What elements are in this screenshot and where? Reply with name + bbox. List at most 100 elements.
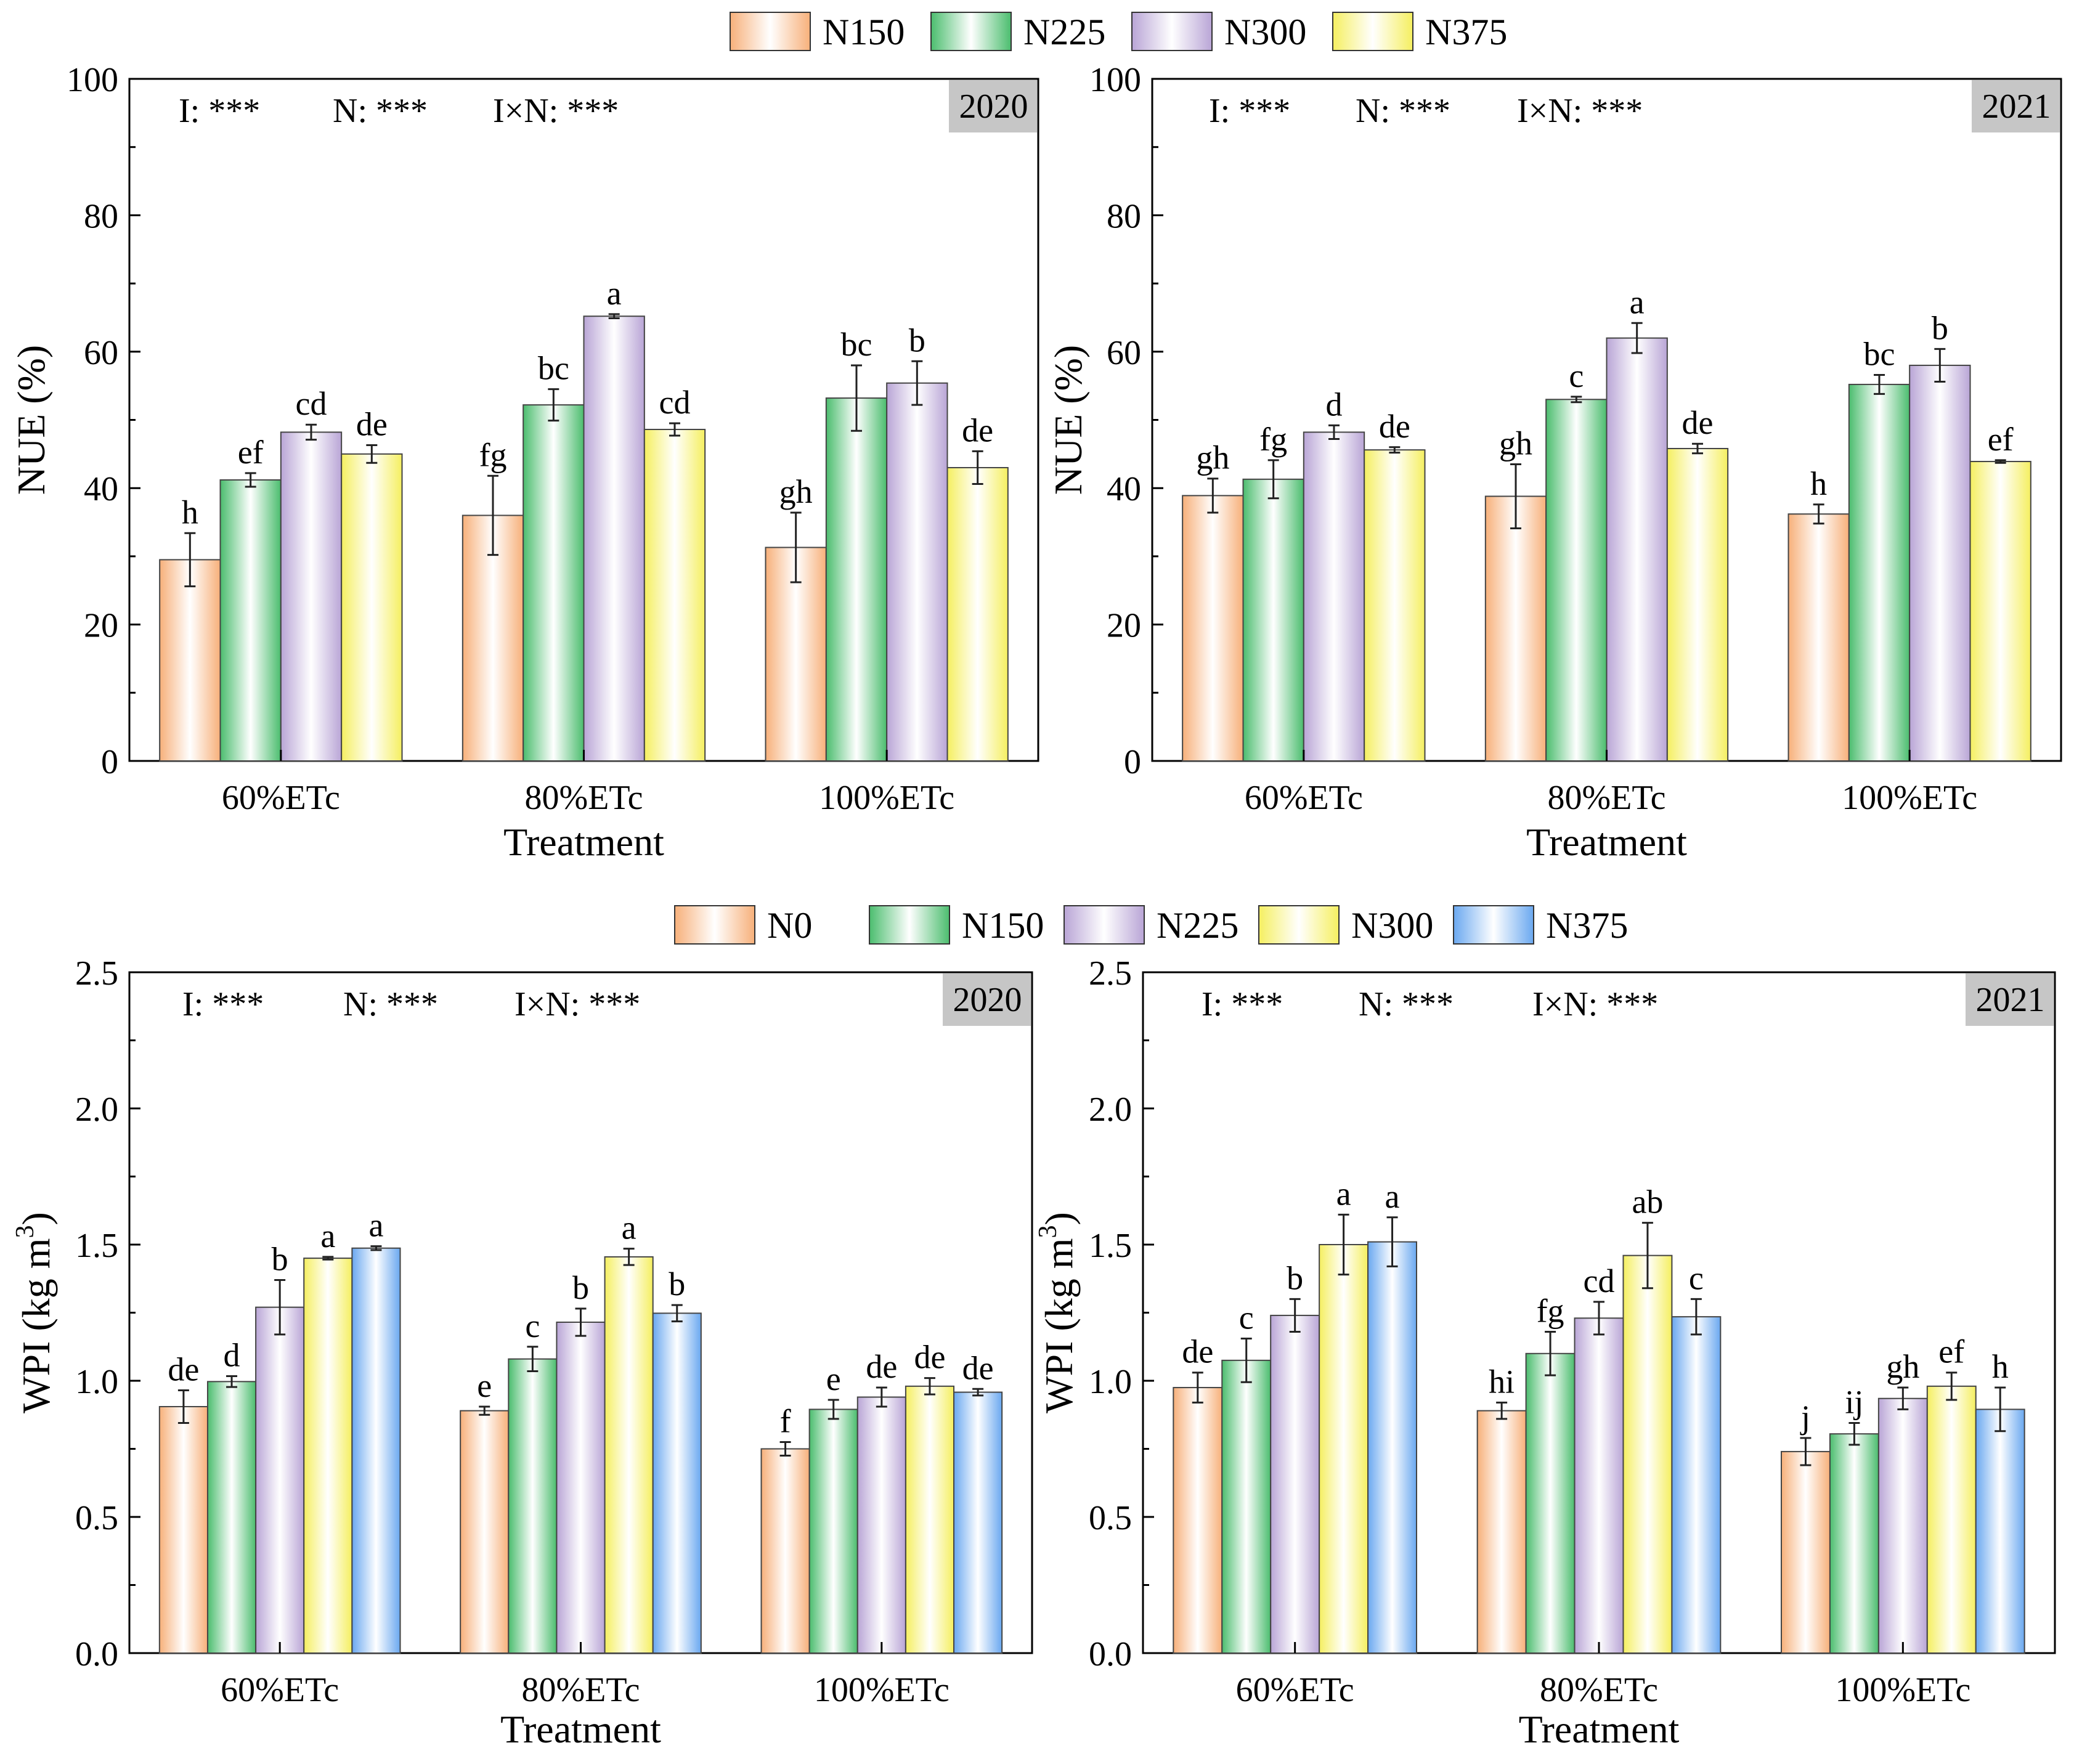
significance-letter: bc: [841, 326, 872, 363]
y-axis: 0 20 40 60 80 100: [1089, 61, 1163, 781]
significance-letter: fg: [479, 436, 507, 473]
significance-letter: ef: [1938, 1333, 1964, 1370]
bar-n225-1: [523, 404, 585, 762]
stat-annotation: I×N: ***: [514, 985, 640, 1023]
y-tick-label: 2.0: [1089, 1091, 1132, 1129]
year-badge: 2020: [943, 973, 1031, 1026]
y-tick-label: 20: [84, 607, 118, 645]
x-tick-label: 60%ETc: [1245, 779, 1363, 817]
significance-letter: cd: [659, 384, 691, 421]
bars: [158, 1245, 1003, 1654]
y-tick-label: 2.5: [1089, 954, 1132, 993]
significance-letter: de: [1682, 404, 1714, 441]
stat-annotation: N: ***: [1359, 985, 1454, 1023]
bar-n300-1: [1606, 337, 1668, 762]
bar-n300-1: [583, 315, 645, 762]
bar-n375-2: [953, 1391, 1003, 1654]
significance-letter: c: [1689, 1259, 1704, 1296]
stat-annotation: I: ***: [179, 92, 260, 130]
y-tick-label: 80: [1107, 197, 1141, 235]
x-tick-label: 60%ETc: [221, 1671, 339, 1709]
bar-n300-2: [905, 1385, 955, 1654]
bar-n300-0: [1303, 431, 1365, 762]
y-tick-label: 1.0: [75, 1363, 118, 1401]
significance-letter: j: [1800, 1399, 1810, 1436]
significance-letter: fg: [1537, 1292, 1564, 1329]
year-badge-text: 2021: [1982, 87, 2051, 126]
legend-bottom: N0 N150 N225 N300 N375: [674, 905, 1628, 946]
bar-n375-2: [1975, 1408, 2025, 1654]
x-tick-label: 80%ETc: [1547, 779, 1665, 817]
bar-n0-0: [1173, 1387, 1223, 1654]
significance-letter: bc: [538, 350, 569, 387]
bar-n150-0: [1221, 1359, 1272, 1654]
legend-swatch-n300: [1131, 12, 1213, 51]
legend-label-n225: N225: [1023, 12, 1105, 52]
significance-letter: a: [607, 275, 622, 312]
x-tick-label: 60%ETc: [1236, 1671, 1354, 1709]
bar-n300-0: [280, 431, 343, 762]
y-tick-label: 100: [1089, 61, 1141, 99]
significance-letter: gh: [1886, 1348, 1919, 1385]
y-tick-label: 1.0: [1089, 1363, 1132, 1401]
significance-letter: d: [1326, 386, 1343, 423]
y-tick-label: 1.5: [1089, 1227, 1132, 1265]
bar-n225-1: [1545, 399, 1608, 762]
bar-n150-1: [1525, 1352, 1576, 1654]
stat-annotation: N: ***: [1356, 92, 1450, 130]
bar-n225-0: [219, 479, 282, 762]
bar-n225-2: [856, 1396, 906, 1654]
significance-letter: ab: [1632, 1184, 1663, 1221]
significance-letter: c: [1569, 357, 1584, 394]
bar-n375-0: [351, 1247, 401, 1654]
significance-letter: de: [1379, 408, 1410, 445]
significance-letter: b: [669, 1266, 685, 1303]
x-axis-label: Treatment: [503, 820, 664, 864]
significance-letter: de: [356, 405, 388, 442]
x-tick-label: 60%ETc: [222, 779, 340, 817]
year-badge-box: [1966, 973, 2054, 1026]
significance-letter: b: [1287, 1259, 1303, 1296]
significance-letter: h: [1810, 465, 1827, 502]
y-axis-label: WPI (kg m3): [11, 1212, 58, 1413]
bar-n150-2: [1829, 1433, 1879, 1654]
significance-letter: a: [320, 1217, 335, 1254]
bar-n225-2: [1848, 383, 1911, 762]
significance-letter: gh: [1499, 425, 1532, 461]
x-tick-label: 100%ETc: [814, 1671, 950, 1709]
significance-letter: de: [962, 412, 993, 449]
bar-n225-0: [1242, 478, 1304, 762]
significance-letter: gh: [1196, 439, 1229, 476]
bar-n300-1: [1622, 1254, 1673, 1654]
bar-n375-0: [341, 453, 403, 762]
bar-n225-2: [825, 397, 888, 762]
legend-label-n300: N300: [1351, 905, 1433, 946]
year-badge-text: 2020: [953, 981, 1022, 1019]
bar-n300-2: [1926, 1385, 1977, 1654]
bar-n225-0: [255, 1306, 305, 1654]
bars: [159, 313, 1009, 762]
bar-n0-1: [1476, 1410, 1527, 1654]
year-badge-text: 2021: [1976, 981, 2045, 1019]
bar-n150-2: [1787, 513, 1850, 762]
significance-letter: gh: [779, 473, 813, 510]
y-tick-label: 2.0: [75, 1091, 118, 1129]
significance-letter: d: [224, 1336, 240, 1373]
legend-label-n375: N375: [1546, 905, 1628, 946]
y-tick-label: 80: [84, 197, 118, 235]
legend-label-n150: N150: [962, 905, 1044, 946]
bar-n375-0: [1364, 449, 1426, 762]
bar-n300-2: [886, 382, 948, 762]
bar-n375-2: [1969, 461, 2031, 762]
year-badge: 2021: [1966, 973, 2054, 1026]
x-axis-label: Treatment: [1519, 1707, 1680, 1751]
significance-letter: hi: [1489, 1363, 1515, 1400]
bar-n225-0: [1270, 1314, 1320, 1654]
